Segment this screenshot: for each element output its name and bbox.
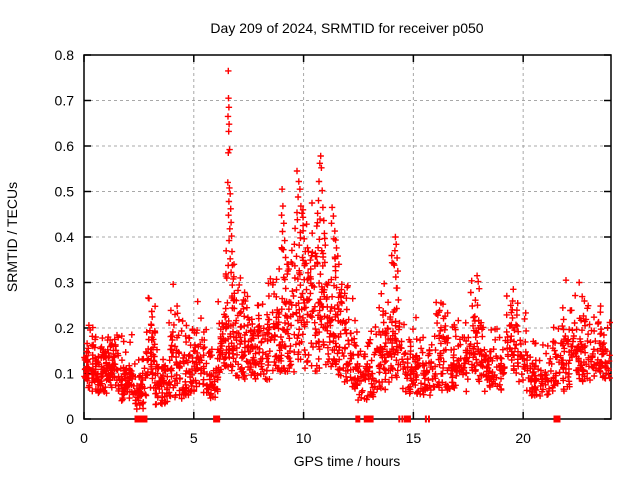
zero-value-marker [403,415,411,423]
zero-value-marker [140,415,148,423]
zero-value-marker [355,415,361,423]
zero-value-marker [134,415,142,423]
y-axis-label: SRMTID / TECUs [4,182,20,292]
x-tick-label: 0 [80,430,88,446]
x-axis-label: GPS time / hours [294,453,401,469]
y-tick-label: 0.1 [55,366,75,382]
zero-value-marker [427,415,430,423]
x-tick-label: 20 [515,430,531,446]
plot-border [83,54,612,420]
chart-title: Day 209 of 2024, SRMTID for receiver p05… [210,20,483,36]
zero-value-marker [401,415,404,423]
y-tick-label: 0.2 [55,320,75,336]
y-tick-label: 0.7 [55,93,75,109]
zero-value-markers [134,415,561,423]
x-tick-labels: 0 5 10 15 20 [80,430,531,446]
y-tick-label: 0.4 [55,229,75,245]
y-tick-label: 0.8 [55,47,75,63]
y-tick-labels: 0 0.1 0.2 0.3 0.4 0.5 0.6 0.7 0.8 [55,47,75,427]
x-tick-label: 5 [190,430,198,446]
zero-value-marker [424,415,427,423]
zero-value-marker [213,415,221,423]
zero-value-marker [366,415,374,423]
x-tick-label: 10 [296,430,312,446]
scatter-points [81,67,613,413]
y-tick-label: 0 [66,411,74,427]
y-tick-label: 0.6 [55,138,75,154]
zero-value-marker [398,415,401,423]
y-tick-label: 0.3 [55,275,75,291]
y-tick-label: 0.5 [55,184,75,200]
zero-value-marker [553,415,561,423]
x-tick-label: 15 [406,430,422,446]
